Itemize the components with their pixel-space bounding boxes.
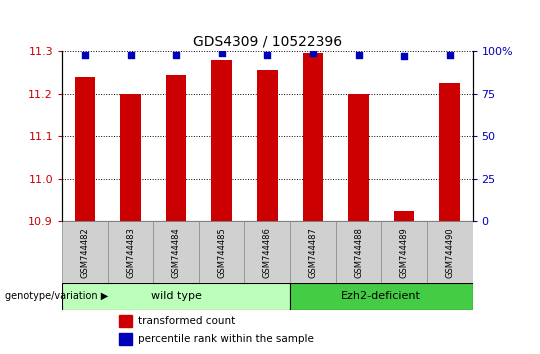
- Title: GDS4309 / 10522396: GDS4309 / 10522396: [193, 35, 342, 49]
- Text: wild type: wild type: [151, 291, 201, 302]
- Text: Ezh2-deficient: Ezh2-deficient: [341, 291, 421, 302]
- Text: GSM744490: GSM744490: [445, 227, 454, 278]
- Point: [126, 52, 135, 58]
- Point: [354, 52, 363, 58]
- Bar: [427, 221, 472, 283]
- Point: [80, 52, 89, 58]
- Text: GSM744482: GSM744482: [80, 227, 90, 278]
- Text: GSM744485: GSM744485: [217, 227, 226, 278]
- Bar: [153, 221, 199, 283]
- Text: GSM744486: GSM744486: [263, 227, 272, 278]
- Bar: [381, 221, 427, 283]
- Text: GSM744483: GSM744483: [126, 227, 135, 278]
- Text: GSM744484: GSM744484: [172, 227, 180, 278]
- Point: [218, 50, 226, 56]
- Bar: [336, 221, 381, 283]
- Bar: [348, 94, 369, 221]
- Bar: [62, 221, 107, 283]
- Bar: [302, 53, 323, 221]
- Text: GSM744487: GSM744487: [308, 227, 318, 278]
- Bar: [119, 315, 132, 327]
- Bar: [75, 77, 95, 221]
- Bar: [245, 221, 290, 283]
- Bar: [440, 83, 460, 221]
- Bar: [199, 221, 245, 283]
- Bar: [257, 70, 278, 221]
- Text: GSM744488: GSM744488: [354, 227, 363, 278]
- Bar: [119, 333, 132, 345]
- Bar: [290, 283, 472, 310]
- Bar: [290, 221, 336, 283]
- Bar: [120, 94, 141, 221]
- Bar: [212, 60, 232, 221]
- Point: [172, 52, 180, 58]
- Text: transformed count: transformed count: [138, 316, 235, 326]
- Point: [263, 52, 272, 58]
- Point: [446, 52, 454, 58]
- Bar: [166, 75, 186, 221]
- Text: genotype/variation ▶: genotype/variation ▶: [5, 291, 109, 302]
- Bar: [62, 283, 290, 310]
- Text: percentile rank within the sample: percentile rank within the sample: [138, 334, 314, 344]
- Bar: [107, 221, 153, 283]
- Bar: [394, 211, 414, 221]
- Text: GSM744489: GSM744489: [400, 227, 409, 278]
- Point: [400, 53, 408, 59]
- Point: [308, 50, 317, 56]
